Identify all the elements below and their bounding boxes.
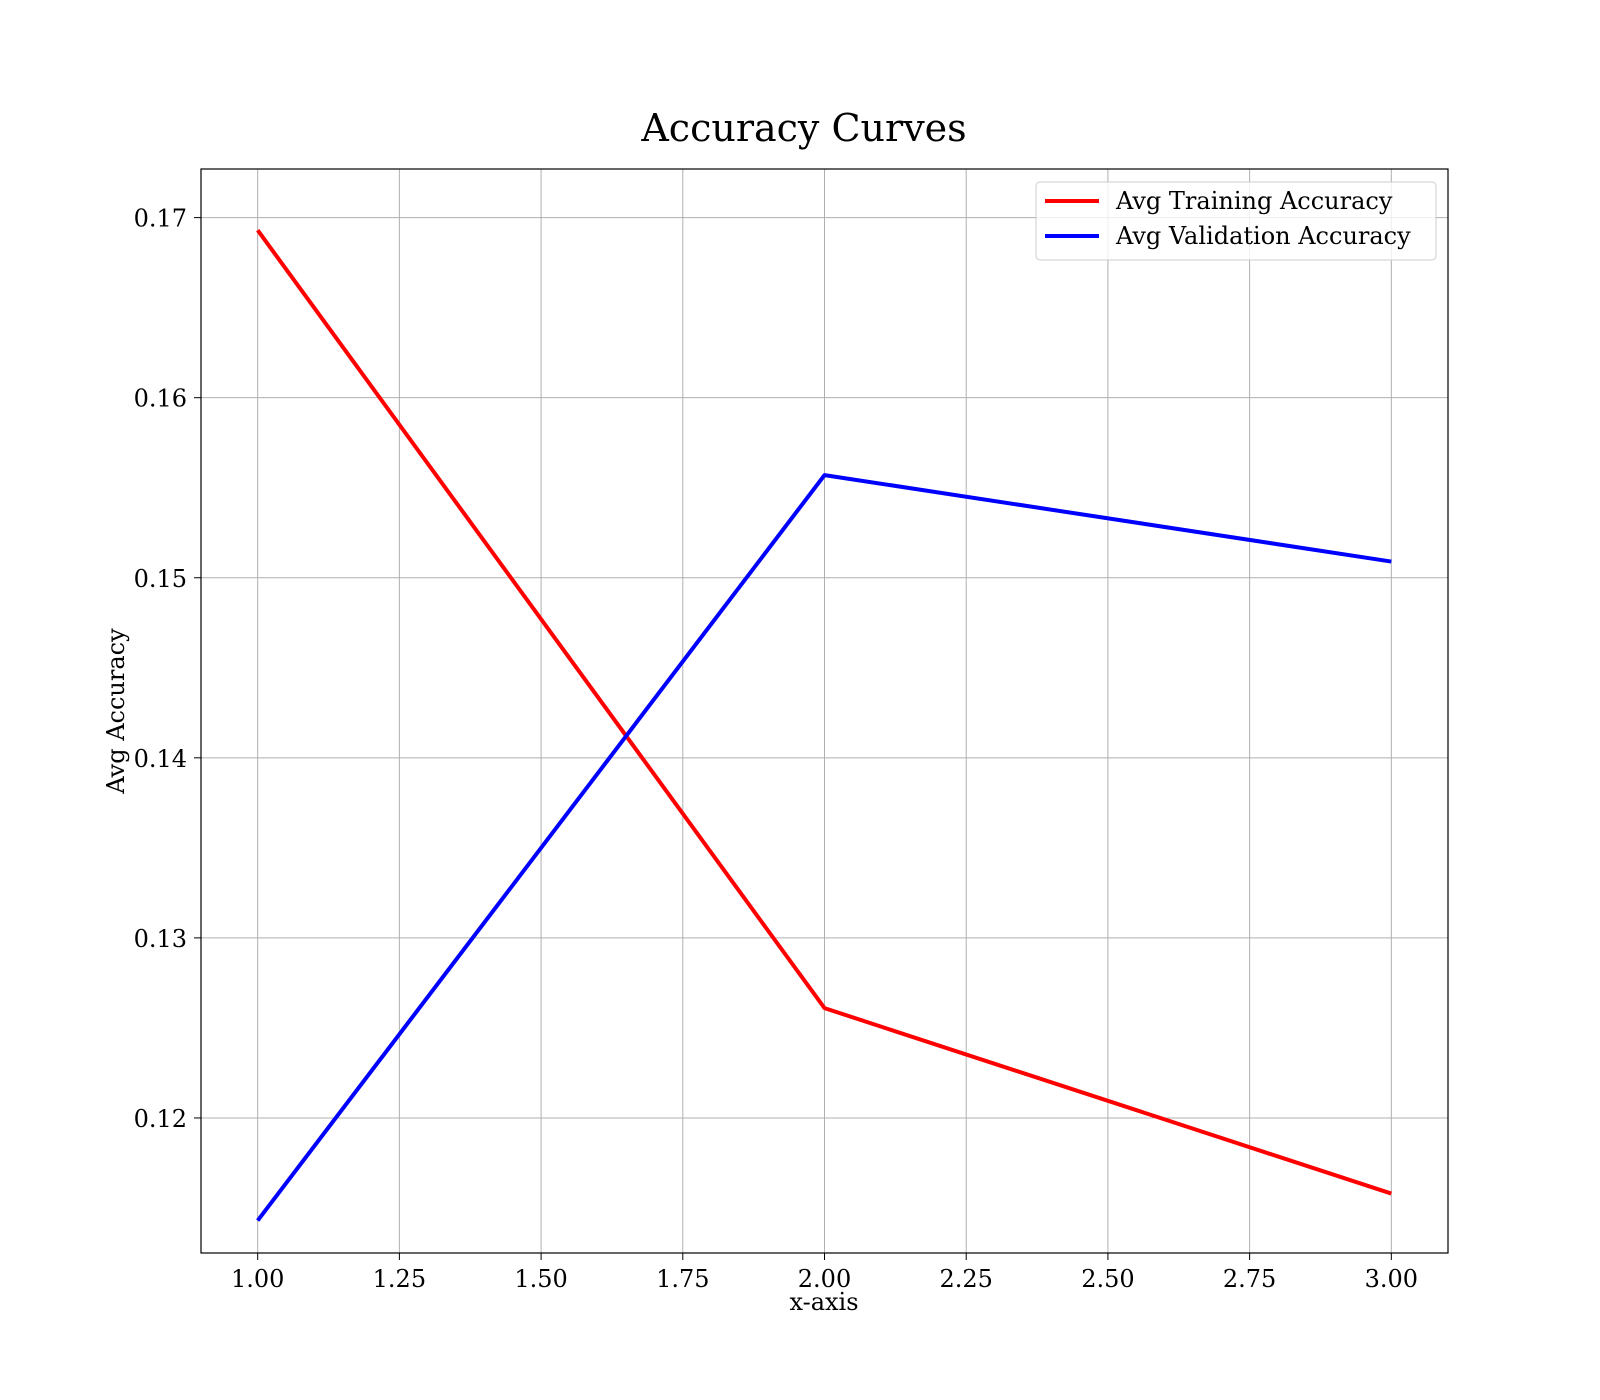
x-tick-label-8: 3.00 [1365, 1265, 1418, 1293]
legend-label-validation: Avg Validation Accuracy [1115, 222, 1411, 250]
legend: Avg Training Accuracy Avg Validation Acc… [1035, 181, 1437, 261]
series-lines [256, 229, 1392, 1222]
chart-title: Accuracy Curves [640, 106, 966, 150]
y-tick-label-4: 0.16 [134, 385, 187, 413]
y-tick-label-2: 0.14 [134, 745, 187, 773]
legend-box [1035, 181, 1437, 261]
x-tick-label-4: 2.00 [798, 1265, 851, 1293]
series-line-0 [256, 229, 1392, 1196]
y-axis-ticks: 0.12 0.13 0.14 0.15 0.16 0.17 [134, 205, 201, 1133]
x-tick-label-0: 1.00 [231, 1265, 284, 1293]
y-tick-label-0: 0.12 [134, 1105, 187, 1133]
series-line-1 [256, 473, 1392, 1222]
grid-lines [201, 169, 1448, 1253]
legend-label-training: Avg Training Accuracy [1115, 187, 1393, 215]
x-axis-ticks: 1.00 1.25 1.50 1.75 2.00 2.25 2.50 2.75 3.00 [231, 1253, 1418, 1293]
x-tick-label-6: 2.50 [1081, 1265, 1134, 1293]
x-tick-label-2: 1.50 [514, 1265, 567, 1293]
x-tick-label-5: 2.25 [939, 1265, 992, 1293]
y-tick-label-1: 0.13 [134, 925, 187, 953]
y-axis-label: Avg Accuracy [102, 628, 130, 795]
y-tick-label-5: 0.17 [134, 205, 187, 233]
x-axis-label: x-axis [789, 1288, 858, 1316]
y-tick-label-3: 0.15 [134, 565, 187, 593]
x-tick-label-1: 1.25 [373, 1265, 426, 1293]
x-tick-label-7: 2.75 [1223, 1265, 1276, 1293]
x-tick-label-3: 1.75 [656, 1265, 709, 1293]
